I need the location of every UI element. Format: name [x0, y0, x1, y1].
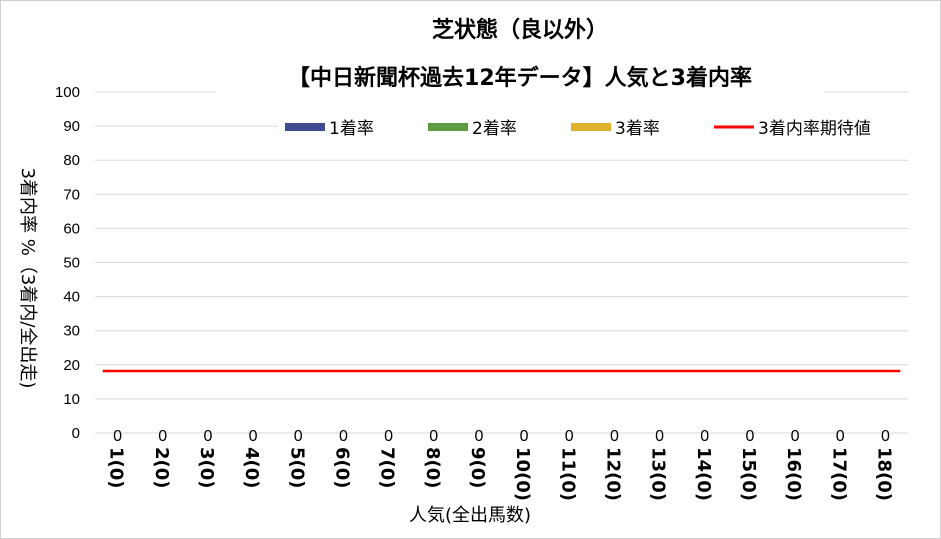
data-label: 0	[565, 428, 574, 445]
data-label: 0	[474, 428, 483, 445]
data-label: 0	[520, 428, 529, 445]
data-label: 0	[203, 428, 212, 445]
data-label: 0	[249, 428, 258, 445]
y-tick-label: 60	[63, 220, 80, 237]
data-label: 0	[655, 428, 664, 445]
legend-label-3着率: 3着率	[615, 119, 660, 139]
data-label: 0	[294, 428, 303, 445]
y-tick-label: 70	[63, 186, 80, 203]
y-tick-label: 10	[63, 391, 80, 408]
legend-label-1着率: 1着率	[329, 119, 374, 139]
gridlines	[95, 91, 908, 434]
x-category-label: 13(0)	[648, 447, 669, 501]
y-tick-label: 30	[63, 323, 80, 340]
legend-label-3着内率期待値: 3着内率期待値	[758, 119, 871, 139]
y-tick-label: 20	[63, 357, 80, 374]
x-category-label: 10(0)	[512, 447, 533, 501]
data-label: 0	[384, 428, 393, 445]
x-category-label: 5(0)	[286, 447, 307, 489]
x-category-label: 15(0)	[738, 447, 759, 501]
x-category-label: 14(0)	[693, 447, 714, 501]
data-label: 0	[339, 428, 348, 445]
y-tick-label: 40	[63, 289, 80, 306]
x-category-label: 12(0)	[602, 447, 623, 501]
data-label: 0	[836, 428, 845, 445]
x-category-label: 4(0)	[241, 447, 262, 489]
y-axis-title: 3着内率 %（3着内/全出走)	[17, 168, 38, 389]
x-category-label: 3(0)	[196, 447, 217, 489]
legend-swatch-1着率	[285, 123, 325, 131]
data-label: 0	[881, 428, 890, 445]
y-tick-label: 50	[63, 255, 80, 272]
y-tick-label: 100	[55, 84, 80, 101]
y-tick-label: 90	[63, 118, 80, 135]
legend-label-2着率: 2着率	[472, 119, 517, 139]
legend: 1着率 2着率 3着率 3着内率期待値	[285, 119, 871, 139]
data-label: 0	[113, 428, 122, 445]
data-label: 0	[158, 428, 167, 445]
data-labels: 0 0 0 0 0 0 0 0 0 0 0 0 0 0 0 0 0 0	[113, 428, 890, 445]
x-category-labels: 1(0) 2(0) 3(0) 4(0) 5(0) 6(0) 7(0) 8(0) 9(0) 10(0…	[106, 447, 895, 501]
chart-title: 芝状態（良以外）	[432, 17, 608, 43]
legend-swatch-3着率	[571, 123, 611, 131]
y-tick-labels: 0 10 20 30 40 50 60 70 80 90 100	[55, 84, 80, 442]
x-axis-title: 人気(全出馬数)	[409, 505, 531, 526]
x-category-label: 7(0)	[377, 447, 398, 489]
data-label: 0	[429, 428, 438, 445]
data-label: 0	[791, 428, 800, 445]
data-label: 0	[745, 428, 754, 445]
x-category-label: 6(0)	[331, 447, 352, 489]
y-tick-label: 0	[72, 425, 80, 442]
y-tick-label: 80	[63, 152, 80, 169]
x-category-label: 9(0)	[467, 447, 488, 489]
data-label: 0	[700, 428, 709, 445]
chart-subtitle: 【中日新聞杯過去12年データ】人気と3着内率	[288, 65, 752, 91]
x-category-label: 1(0)	[106, 447, 127, 489]
x-category-label: 18(0)	[873, 447, 894, 501]
x-category-label: 2(0)	[151, 447, 172, 489]
subtitle-background	[216, 60, 824, 96]
data-label: 0	[610, 428, 619, 445]
x-category-label: 17(0)	[828, 447, 849, 501]
x-category-label: 11(0)	[557, 447, 578, 501]
x-category-label: 8(0)	[422, 447, 443, 489]
x-category-label: 16(0)	[783, 447, 804, 501]
legend-swatch-2着率	[428, 123, 468, 131]
